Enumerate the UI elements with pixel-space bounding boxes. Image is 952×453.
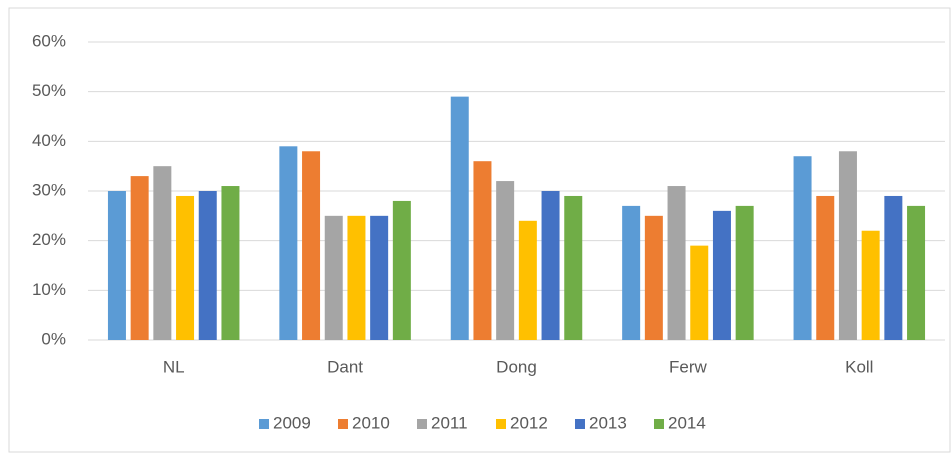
bar [690, 245, 709, 340]
bar [176, 195, 195, 340]
bar [712, 210, 731, 340]
x-tick-label: NL [163, 357, 185, 376]
legend-swatch [338, 419, 348, 429]
bar [838, 151, 857, 340]
bar [473, 161, 492, 340]
bar [496, 181, 515, 340]
bar [392, 200, 411, 340]
legend-label: 2010 [352, 413, 390, 432]
bar [347, 215, 366, 340]
bar [564, 195, 583, 340]
legend-swatch [654, 419, 664, 429]
bar [107, 191, 126, 340]
bar [667, 186, 686, 340]
y-tick-label: 60% [32, 31, 66, 50]
bar [644, 215, 663, 340]
bar [541, 191, 560, 340]
legend-label: 2012 [510, 413, 548, 432]
y-tick-label: 50% [32, 81, 66, 100]
bar [622, 205, 641, 340]
legend-swatch [496, 419, 506, 429]
x-tick-label: Dong [496, 357, 537, 376]
x-tick-label: Ferw [669, 357, 708, 376]
y-tick-label: 40% [32, 131, 66, 150]
bar [370, 215, 389, 340]
legend-label: 2009 [273, 413, 311, 432]
bar [153, 166, 172, 340]
x-tick-label: Dant [327, 357, 363, 376]
bar [907, 205, 926, 340]
bar [861, 230, 880, 340]
bar [735, 205, 754, 340]
x-tick-label: Koll [845, 357, 873, 376]
bar [221, 186, 240, 340]
bar [302, 151, 321, 340]
legend-swatch [575, 419, 585, 429]
y-tick-label: 0% [41, 329, 66, 348]
bar [279, 146, 298, 340]
legend-label: 2013 [589, 413, 627, 432]
bar [450, 96, 469, 340]
bar [816, 195, 835, 340]
bar [130, 176, 149, 340]
y-tick-label: 10% [32, 280, 66, 299]
bar [793, 156, 812, 340]
bar [324, 215, 343, 340]
y-tick-label: 20% [32, 230, 66, 249]
legend-label: 2011 [431, 413, 468, 432]
legend-swatch [259, 419, 269, 429]
bar [518, 220, 537, 340]
y-tick-label: 30% [32, 180, 66, 199]
bar [884, 195, 903, 340]
legend-swatch [417, 419, 427, 429]
bar [198, 191, 217, 340]
legend-label: 2014 [668, 413, 706, 432]
